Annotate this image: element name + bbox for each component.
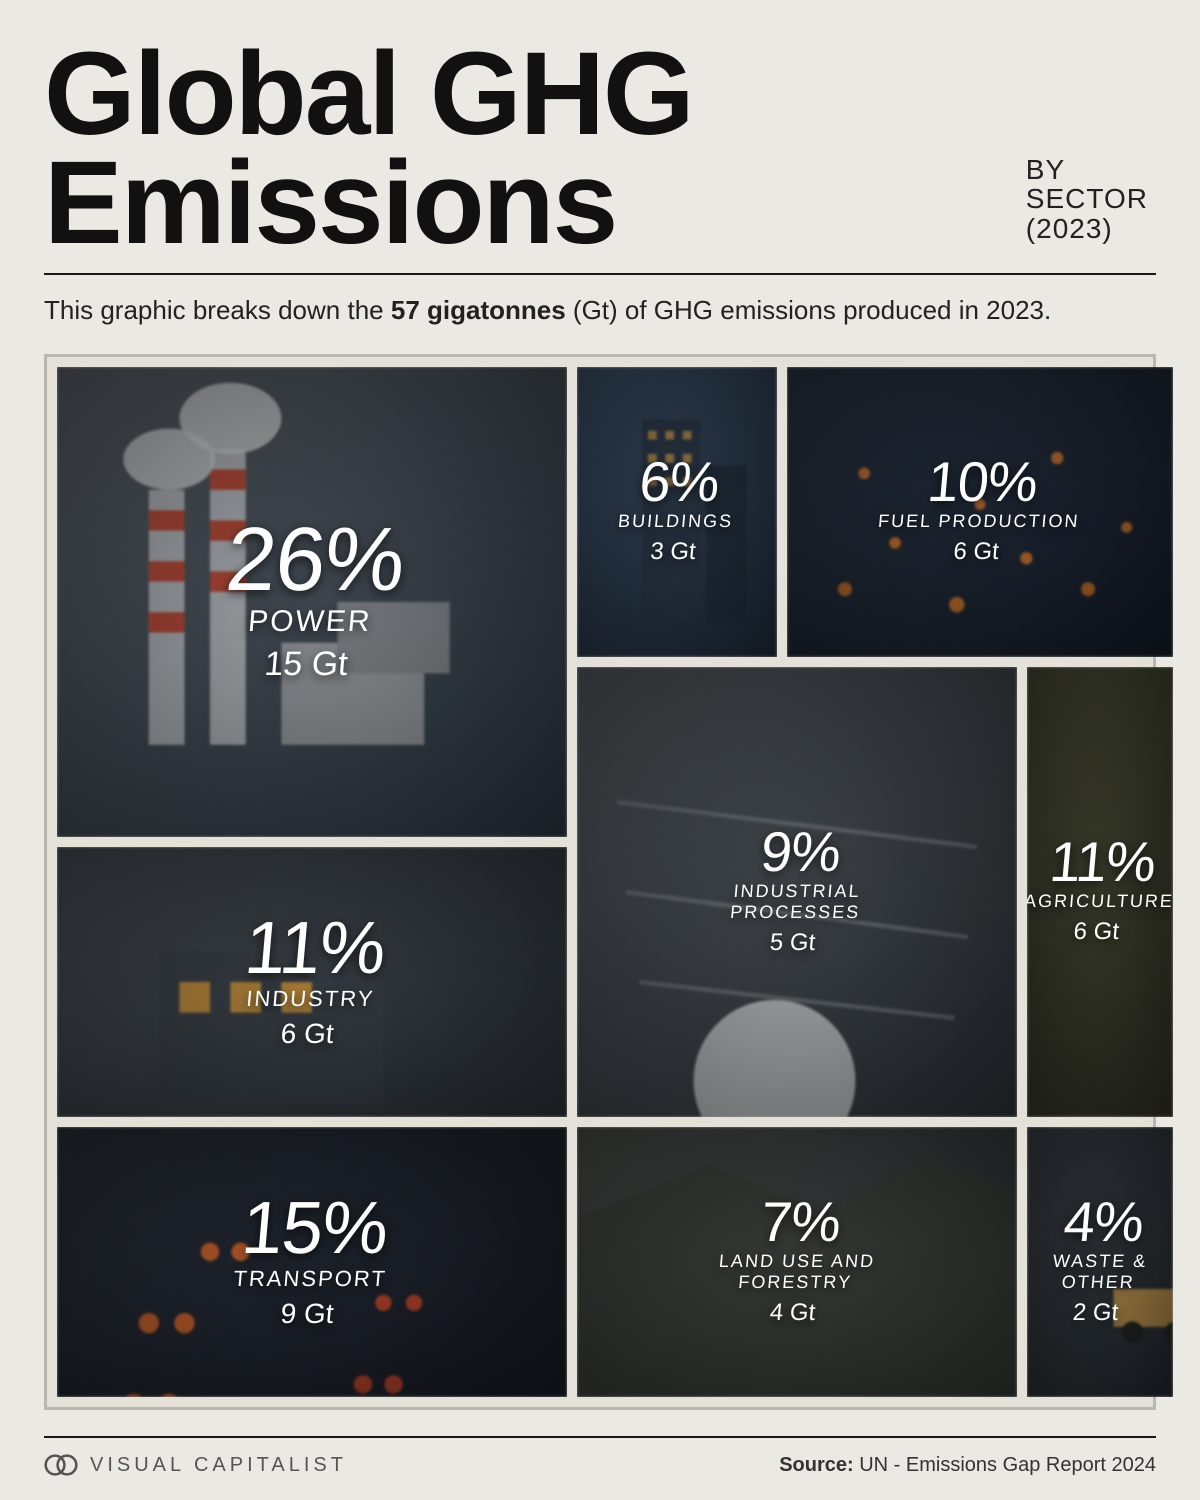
fuel-label: FUEL PRODUCTION bbox=[878, 512, 1081, 533]
waste-label: WASTE & OTHER bbox=[1032, 1251, 1166, 1293]
subtitle: BY SECTOR (2023) bbox=[1026, 155, 1156, 257]
source-label: Source: bbox=[779, 1454, 853, 1476]
brand: VISUAL CAPITALIST bbox=[44, 1452, 347, 1478]
grid-frame: 26% POWER 15 Gt bbox=[44, 354, 1156, 1410]
land-gt: 4 Gt bbox=[769, 1299, 817, 1327]
land-pct: 7% bbox=[759, 1197, 842, 1247]
tile-fuel: 10% FUEL PRODUCTION 6 Gt bbox=[787, 367, 1173, 657]
industry-pct: 11% bbox=[242, 915, 387, 982]
tile-industry: 11% INDUSTRY 6 Gt bbox=[57, 847, 567, 1117]
power-pct: 26% bbox=[224, 520, 408, 601]
power-gt: 15 Gt bbox=[263, 645, 350, 684]
subtitle-line1: BY SECTOR bbox=[1026, 155, 1156, 214]
intro-bold: 57 gigatonnes bbox=[391, 295, 566, 325]
brand-text: VISUAL CAPITALIST bbox=[90, 1454, 347, 1477]
power-label: POWER bbox=[247, 605, 373, 639]
header: Global GHG Emissions BY SECTOR (2023) bbox=[44, 40, 1156, 257]
transport-gt: 9 Gt bbox=[280, 1297, 336, 1329]
industry-gt: 6 Gt bbox=[280, 1017, 336, 1049]
intro-text: This graphic breaks down the 57 gigatonn… bbox=[44, 293, 1156, 328]
source-text: UN - Emissions Gap Report 2024 bbox=[854, 1454, 1156, 1476]
source: Source: UN - Emissions Gap Report 2024 bbox=[779, 1454, 1156, 1477]
transport-pct: 15% bbox=[239, 1195, 390, 1262]
page-title: Global GHG Emissions bbox=[44, 40, 1004, 257]
emissions-grid: 26% POWER 15 Gt bbox=[57, 367, 1143, 1397]
waste-pct: 4% bbox=[1062, 1197, 1145, 1247]
tile-transport: 15% TRANSPORT 9 Gt bbox=[57, 1127, 567, 1397]
indproc-pct: 9% bbox=[759, 827, 842, 877]
tile-agriculture: 11% AGRICULTURE 6 Gt bbox=[1027, 667, 1173, 1117]
footer: VISUAL CAPITALIST Source: UN - Emissions… bbox=[44, 1452, 1156, 1478]
agri-label: AGRICULTURE bbox=[1027, 892, 1173, 913]
industry-label: INDUSTRY bbox=[245, 985, 375, 1011]
intro-pre: This graphic breaks down the bbox=[44, 295, 391, 325]
tile-waste: 4% WASTE & OTHER 2 Gt bbox=[1027, 1127, 1173, 1397]
agri-gt: 6 Gt bbox=[1073, 919, 1121, 947]
fuel-pct: 10% bbox=[926, 457, 1040, 507]
tile-power: 26% POWER 15 Gt bbox=[57, 367, 567, 837]
land-label: LAND USE AND FORESTRY bbox=[684, 1251, 908, 1293]
fuel-gt: 6 Gt bbox=[953, 539, 1001, 567]
buildings-pct: 6% bbox=[638, 457, 721, 507]
tile-industrial-processes: 9% INDUSTRIAL PROCESSES 5 Gt bbox=[577, 667, 1017, 1117]
intro-post: (Gt) of GHG emissions produced in 2023. bbox=[566, 295, 1052, 325]
transport-label: TRANSPORT bbox=[233, 1265, 389, 1291]
tile-buildings: 6% BUILDINGS 3 Gt bbox=[577, 367, 777, 657]
subtitle-line2: (2023) bbox=[1026, 214, 1156, 243]
buildings-label: BUILDINGS bbox=[618, 512, 735, 533]
header-rule bbox=[44, 273, 1156, 275]
buildings-gt: 3 Gt bbox=[650, 539, 698, 567]
indproc-label: INDUSTRIAL PROCESSES bbox=[704, 881, 888, 923]
brand-icon bbox=[44, 1452, 78, 1478]
agri-pct: 11% bbox=[1048, 837, 1157, 887]
waste-gt: 2 Gt bbox=[1072, 1299, 1120, 1327]
tile-land-use: 7% LAND USE AND FORESTRY 4 Gt bbox=[577, 1127, 1017, 1397]
footer-rule bbox=[44, 1436, 1156, 1438]
indproc-gt: 5 Gt bbox=[769, 929, 817, 957]
